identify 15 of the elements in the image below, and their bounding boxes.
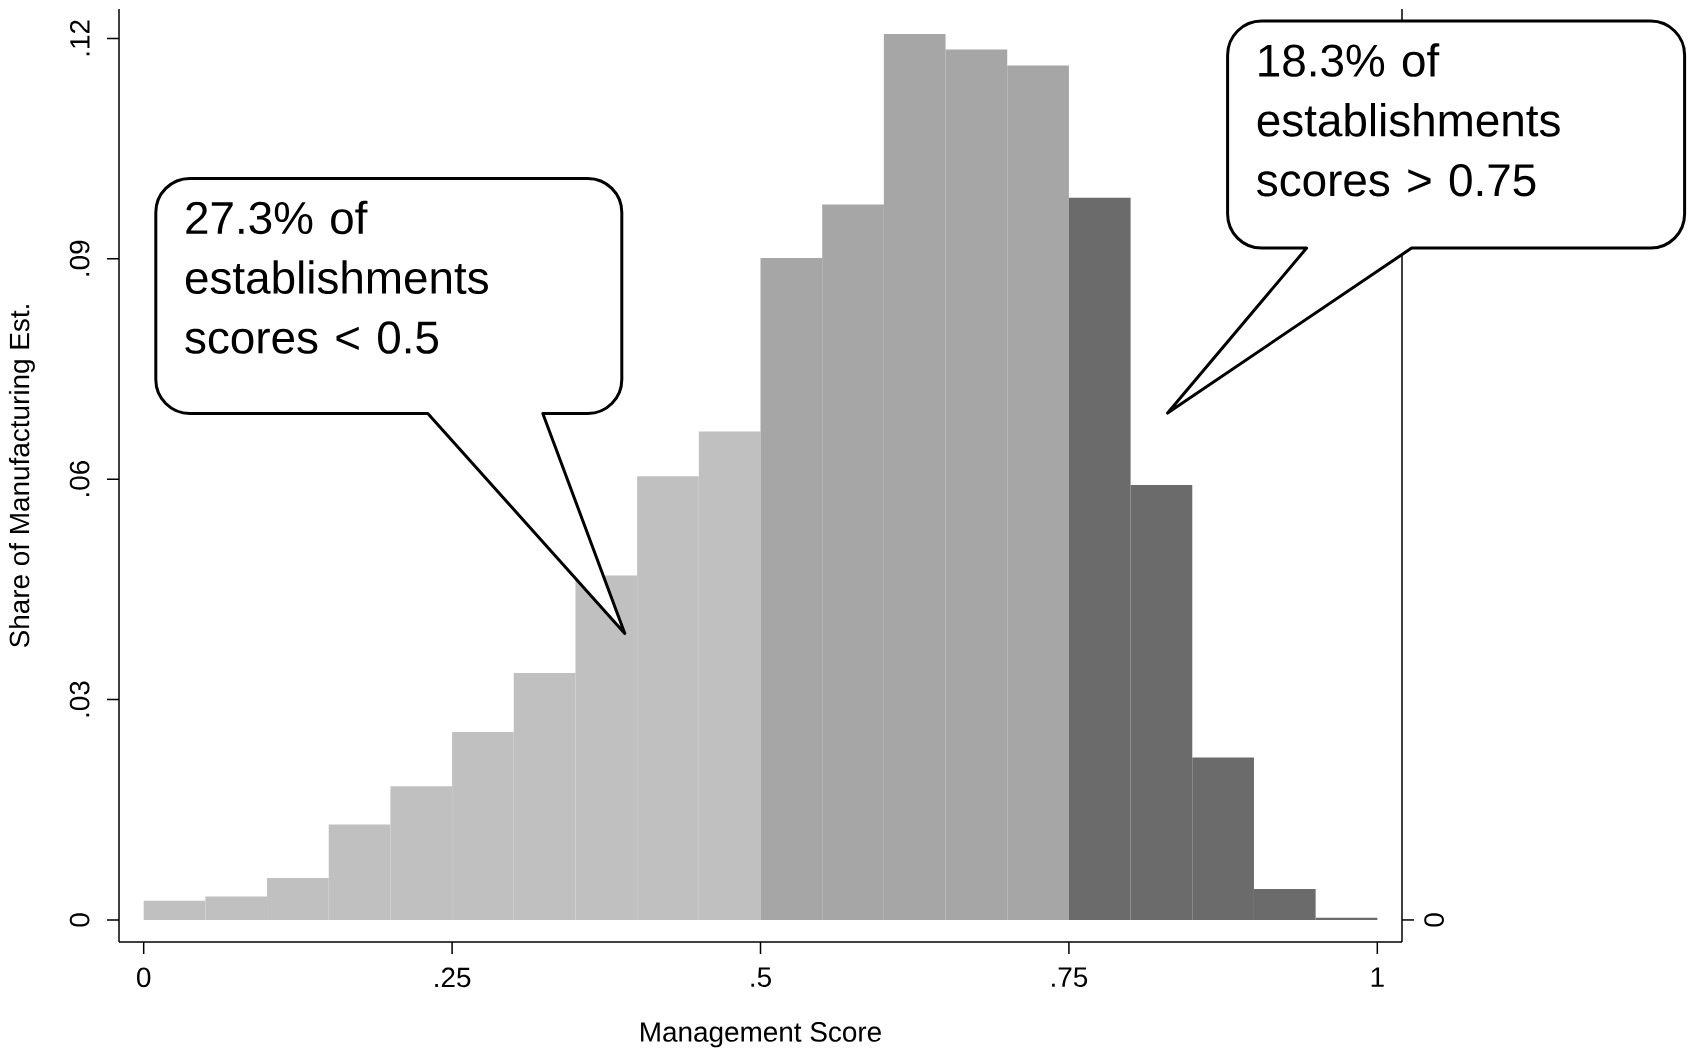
x-tick-label: .75 <box>1052 967 1088 988</box>
y-tick-label: .06 <box>69 461 90 497</box>
x-tick-label: 0 <box>137 967 151 988</box>
y-axis-title: Share of Manufacturing Est. <box>8 305 35 648</box>
annotation: 18.3% of establishments scores > 0.75 <box>1257 43 1560 197</box>
text: 0 <box>1424 913 1444 927</box>
x-tick-label: .5 <box>751 967 771 988</box>
x-axis-title: Management Score <box>641 1022 881 1048</box>
y-tick-label: .09 <box>69 240 90 276</box>
annotation: 27.3% of establishments scores < 0.5 <box>185 200 488 354</box>
y-tick-label: .03 <box>69 681 90 717</box>
y-tick-label: 0 <box>69 913 90 927</box>
x-tick-label: 1 <box>1371 967 1384 987</box>
y-tick-label: .12 <box>70 20 90 56</box>
x-tick-label: .25 <box>435 967 471 988</box>
